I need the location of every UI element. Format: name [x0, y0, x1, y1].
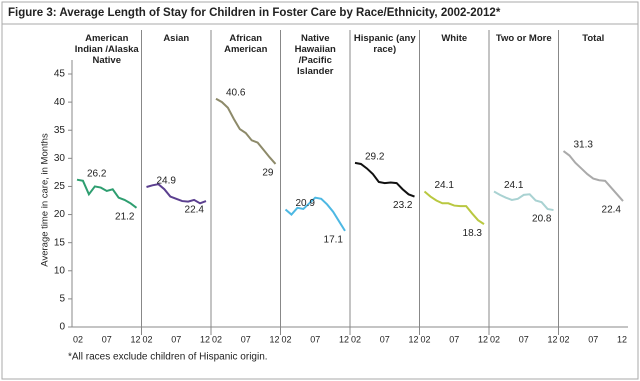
panel-header: Total — [582, 33, 605, 44]
data-label: 29 — [262, 168, 274, 179]
x-tick-label: 12 — [200, 334, 210, 344]
y-tick-label: 45 — [54, 69, 66, 80]
series-line — [284, 196, 346, 232]
x-tick-label: 07 — [449, 334, 459, 344]
x-tick-label: 12 — [269, 334, 279, 344]
x-tick-label: 07 — [171, 334, 181, 344]
x-tick-label: 12 — [408, 334, 418, 344]
x-tick-label: 12 — [617, 334, 627, 344]
data-label: 40.6 — [226, 87, 246, 98]
x-tick-label: 02 — [282, 334, 292, 344]
x-tick-label: 02 — [212, 334, 222, 344]
data-label: 22.4 — [185, 205, 205, 216]
data-label: 29.2 — [365, 151, 385, 162]
x-tick-label: 07 — [588, 334, 598, 344]
x-tick-label: 07 — [380, 334, 390, 344]
series-line — [146, 183, 207, 205]
x-tick-label: 02 — [421, 334, 431, 344]
panel-header: White — [441, 33, 468, 44]
y-tick-label: 20 — [54, 209, 66, 220]
x-tick-label: 12 — [547, 334, 557, 344]
x-tick-label: 07 — [241, 334, 251, 344]
series-line — [562, 150, 624, 202]
data-label: 21.2 — [115, 211, 135, 222]
y-tick-label: 35 — [54, 125, 66, 136]
x-tick-label: 07 — [310, 334, 320, 344]
series-line — [423, 190, 485, 225]
data-label: 17.1 — [324, 235, 344, 246]
data-label: 20.9 — [296, 198, 316, 209]
footnote: *All races exclude children of Hispanic … — [68, 352, 268, 363]
x-tick-label: 12 — [339, 334, 349, 344]
data-label: 24.9 — [157, 176, 177, 187]
x-tick-label: 07 — [519, 334, 529, 344]
series-line — [354, 161, 415, 198]
y-tick-label: 30 — [54, 153, 66, 164]
y-tick-label: 10 — [54, 265, 66, 276]
x-tick-label: 12 — [130, 334, 140, 344]
series-line — [76, 178, 138, 209]
panel-header: African American — [224, 33, 268, 55]
x-tick-label: 02 — [351, 334, 361, 344]
x-tick-label: 07 — [102, 334, 112, 344]
y-tick-label: 0 — [59, 322, 65, 333]
panel-header: Asian — [163, 33, 190, 44]
data-label: 24.1 — [504, 180, 524, 191]
panel-header: American Indian /Alaska Native — [74, 33, 139, 66]
chart-title: Figure 3: Average Length of Stay for Chi… — [8, 7, 501, 19]
data-label: 23.2 — [393, 200, 413, 211]
panel-header: Two or More — [495, 33, 552, 44]
x-tick-label: 02 — [143, 334, 153, 344]
data-label: 20.8 — [532, 214, 552, 225]
y-axis-label: Average time in care, in Months — [40, 133, 51, 267]
panel-header: Hispanic (any race) — [353, 33, 416, 55]
data-label: 24.1 — [435, 180, 455, 191]
data-label: 22.4 — [602, 205, 622, 216]
x-tick-label: 12 — [478, 334, 488, 344]
x-tick-label: 02 — [73, 334, 83, 344]
data-label: 18.3 — [463, 228, 483, 239]
y-tick-label: 15 — [54, 237, 66, 248]
panel-header: Native Hawaiian /Pacific Islander — [294, 33, 336, 77]
x-tick-label: 02 — [560, 334, 570, 344]
data-label: 26.2 — [87, 168, 107, 179]
y-tick-label: 5 — [59, 294, 65, 305]
data-label: 31.3 — [574, 140, 594, 151]
y-tick-label: 25 — [54, 181, 66, 192]
series-line — [493, 190, 554, 212]
series-line — [215, 97, 277, 165]
y-tick-label: 40 — [54, 97, 66, 108]
x-tick-label: 02 — [490, 334, 500, 344]
